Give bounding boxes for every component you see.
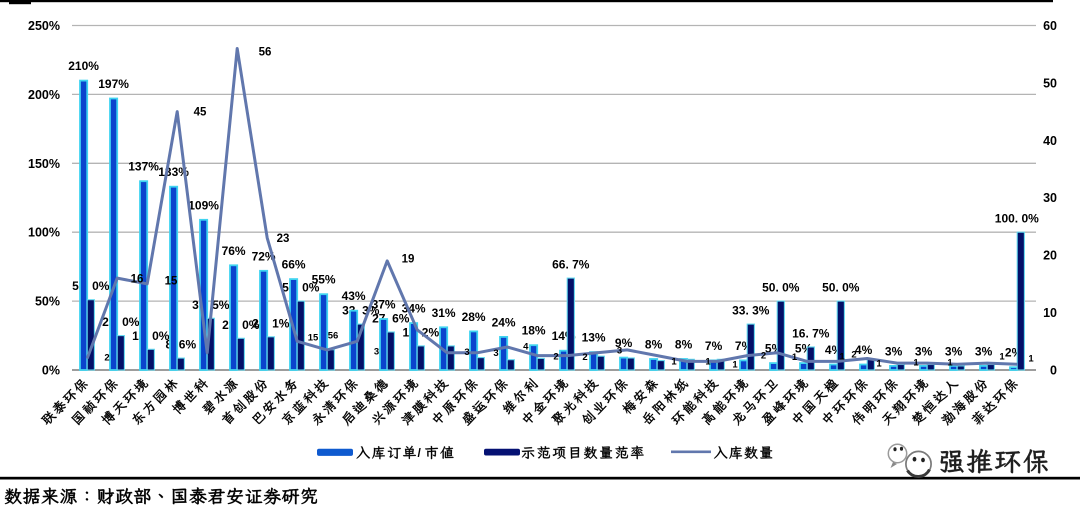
svg-text:15: 15	[165, 276, 178, 288]
svg-text:1: 1	[1028, 354, 1034, 365]
svg-text:2: 2	[851, 350, 856, 361]
svg-text:2: 2	[761, 351, 766, 362]
svg-text:150%: 150%	[28, 157, 60, 171]
svg-text:45: 45	[194, 107, 207, 119]
svg-text:72%: 72%	[252, 249, 276, 263]
svg-text:15: 15	[308, 333, 319, 344]
svg-text:109%: 109%	[188, 198, 219, 212]
svg-text:197%: 197%	[98, 77, 129, 91]
svg-text:8%: 8%	[645, 338, 663, 352]
svg-text:3%: 3%	[945, 344, 963, 358]
svg-text:66%: 66%	[282, 258, 306, 272]
svg-text:33. 3%: 33. 3%	[732, 304, 770, 318]
svg-text:0: 0	[1050, 364, 1057, 378]
svg-text:16. 7%: 16. 7%	[792, 327, 830, 341]
svg-text:27. 6%: 27. 6%	[372, 312, 410, 326]
svg-text:50. 0%: 50. 0%	[822, 281, 860, 295]
svg-text:50. 0%: 50. 0%	[762, 281, 800, 295]
svg-text:30: 30	[1043, 191, 1057, 205]
svg-text:24. 1%: 24. 1%	[252, 316, 290, 330]
svg-text:1: 1	[876, 359, 882, 370]
svg-text:16: 16	[131, 274, 144, 286]
svg-text:1: 1	[732, 360, 738, 371]
svg-text:210%: 210%	[68, 59, 99, 73]
svg-text:3: 3	[493, 348, 498, 359]
svg-text:4%: 4%	[855, 343, 873, 357]
svg-text:1: 1	[999, 352, 1005, 363]
svg-text:25. 0%: 25. 0%	[102, 315, 140, 329]
svg-text:66. 7%: 66. 7%	[552, 258, 590, 272]
svg-text:50%: 50%	[35, 295, 60, 309]
svg-text:23: 23	[277, 233, 290, 245]
svg-text:15. 0%: 15. 0%	[132, 329, 170, 343]
svg-text:0%: 0%	[42, 364, 60, 378]
svg-text:137%: 137%	[128, 160, 159, 174]
svg-text:18%: 18%	[522, 324, 546, 338]
svg-text:60: 60	[1043, 19, 1057, 33]
svg-text:3%: 3%	[885, 344, 903, 358]
svg-text:50: 50	[1043, 76, 1057, 90]
svg-text:8%: 8%	[675, 338, 693, 352]
svg-text:2: 2	[104, 353, 109, 364]
svg-text:24%: 24%	[492, 315, 516, 329]
svg-text:1: 1	[839, 352, 845, 363]
svg-text:51. 0%: 51. 0%	[72, 279, 110, 293]
svg-text:19: 19	[402, 254, 415, 266]
svg-text:37%: 37%	[372, 298, 396, 312]
svg-text:250%: 250%	[28, 19, 60, 33]
svg-text:200%: 200%	[28, 88, 60, 102]
svg-text:1: 1	[913, 358, 919, 369]
svg-text:28%: 28%	[462, 310, 486, 324]
svg-text:3: 3	[464, 347, 469, 358]
svg-text:13%: 13%	[582, 331, 606, 345]
svg-text:/: /	[418, 446, 422, 460]
svg-text:3%: 3%	[915, 344, 933, 358]
svg-text:2: 2	[582, 352, 587, 363]
svg-text:1: 1	[705, 357, 711, 368]
svg-text:3%: 3%	[975, 344, 993, 358]
svg-text:3: 3	[374, 347, 379, 358]
svg-text:20: 20	[1043, 249, 1057, 263]
svg-text:4: 4	[523, 342, 529, 353]
svg-text:40: 40	[1043, 134, 1057, 148]
svg-text:9%: 9%	[615, 336, 633, 350]
svg-text:1: 1	[671, 357, 677, 368]
svg-text:100%: 100%	[28, 226, 60, 240]
svg-text:7%: 7%	[705, 339, 723, 353]
svg-text:1: 1	[947, 358, 953, 369]
svg-text:2: 2	[553, 352, 558, 363]
svg-text:31%: 31%	[432, 306, 456, 320]
svg-text:55%: 55%	[312, 273, 336, 287]
svg-text:56: 56	[328, 331, 339, 342]
svg-text:1: 1	[792, 352, 798, 363]
svg-text:76%: 76%	[222, 244, 246, 258]
svg-text:3: 3	[617, 346, 622, 357]
svg-text:50. 0%: 50. 0%	[282, 281, 320, 295]
svg-text:10: 10	[1043, 306, 1057, 320]
svg-text:56: 56	[259, 47, 272, 59]
svg-text:100. 0%: 100. 0%	[995, 212, 1039, 226]
svg-text:43%: 43%	[342, 289, 366, 303]
